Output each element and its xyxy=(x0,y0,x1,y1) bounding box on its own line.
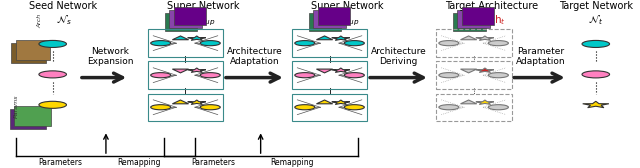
Polygon shape xyxy=(461,36,477,40)
FancyBboxPatch shape xyxy=(309,13,342,31)
Circle shape xyxy=(488,73,508,78)
Circle shape xyxy=(344,73,364,78)
Circle shape xyxy=(344,41,364,46)
Polygon shape xyxy=(332,36,350,40)
Text: Remapping: Remapping xyxy=(270,158,314,167)
Text: $\mathcal{N}_{sup}$: $\mathcal{N}_{sup}$ xyxy=(191,13,216,28)
Text: $\mathcal{N}_s$: $\mathcal{N}_s$ xyxy=(56,13,71,27)
Circle shape xyxy=(150,105,171,110)
Text: $\mathcal{N}_{sup}$: $\mathcal{N}_{sup}$ xyxy=(335,13,360,28)
Circle shape xyxy=(488,41,508,46)
Text: Architecture
Adaptation: Architecture Adaptation xyxy=(227,47,282,67)
Text: Parameters: Parameters xyxy=(38,158,82,167)
Polygon shape xyxy=(188,36,206,40)
FancyBboxPatch shape xyxy=(458,10,490,28)
Circle shape xyxy=(150,41,171,46)
FancyBboxPatch shape xyxy=(461,7,494,25)
Text: Super Network: Super Network xyxy=(311,2,383,11)
Polygon shape xyxy=(332,100,350,104)
Text: Seed Network: Seed Network xyxy=(29,2,97,11)
Circle shape xyxy=(439,41,459,46)
Text: Remapping: Remapping xyxy=(116,158,160,167)
FancyBboxPatch shape xyxy=(16,40,50,60)
Circle shape xyxy=(39,40,67,48)
Text: $\mathcal{N}_t$: $\mathcal{N}_t$ xyxy=(588,13,604,27)
Text: Arch: Arch xyxy=(38,14,43,28)
Text: Architecture
Deriving: Architecture Deriving xyxy=(371,47,426,67)
Text: Parameters: Parameters xyxy=(191,158,236,167)
FancyBboxPatch shape xyxy=(317,7,350,25)
Circle shape xyxy=(295,41,315,46)
Polygon shape xyxy=(332,68,350,72)
Text: Network
Expansion: Network Expansion xyxy=(87,47,134,67)
Text: Target Architecture: Target Architecture xyxy=(445,2,538,11)
Text: Super Network: Super Network xyxy=(167,2,239,11)
Polygon shape xyxy=(582,101,609,108)
Circle shape xyxy=(200,73,220,78)
Polygon shape xyxy=(172,69,189,73)
Circle shape xyxy=(295,105,315,110)
FancyBboxPatch shape xyxy=(165,13,197,31)
Polygon shape xyxy=(188,100,206,104)
Polygon shape xyxy=(476,68,494,72)
Polygon shape xyxy=(316,69,333,73)
Circle shape xyxy=(582,71,609,78)
FancyBboxPatch shape xyxy=(10,109,47,129)
Polygon shape xyxy=(476,36,494,40)
Text: Params: Params xyxy=(14,95,19,118)
Polygon shape xyxy=(172,36,189,40)
FancyBboxPatch shape xyxy=(453,13,486,31)
FancyBboxPatch shape xyxy=(173,7,206,25)
Polygon shape xyxy=(172,100,189,104)
Circle shape xyxy=(439,105,459,110)
Circle shape xyxy=(200,105,220,110)
Polygon shape xyxy=(316,36,333,40)
Circle shape xyxy=(200,41,220,46)
Polygon shape xyxy=(461,100,477,104)
Polygon shape xyxy=(316,100,333,104)
Circle shape xyxy=(439,73,459,78)
Circle shape xyxy=(39,101,67,108)
Circle shape xyxy=(582,40,609,48)
Text: $\mathrm{Arch}_t$: $\mathrm{Arch}_t$ xyxy=(477,13,506,27)
Text: Target Network: Target Network xyxy=(559,2,633,11)
Polygon shape xyxy=(476,100,494,104)
FancyBboxPatch shape xyxy=(15,106,51,126)
Circle shape xyxy=(39,71,67,78)
Polygon shape xyxy=(461,69,477,73)
Circle shape xyxy=(488,105,508,110)
Circle shape xyxy=(150,73,171,78)
Text: Parameter
Adaptation: Parameter Adaptation xyxy=(516,47,566,67)
Circle shape xyxy=(344,105,364,110)
Circle shape xyxy=(295,73,315,78)
FancyBboxPatch shape xyxy=(12,43,46,63)
FancyBboxPatch shape xyxy=(313,10,346,28)
FancyBboxPatch shape xyxy=(169,10,202,28)
Polygon shape xyxy=(188,68,206,72)
